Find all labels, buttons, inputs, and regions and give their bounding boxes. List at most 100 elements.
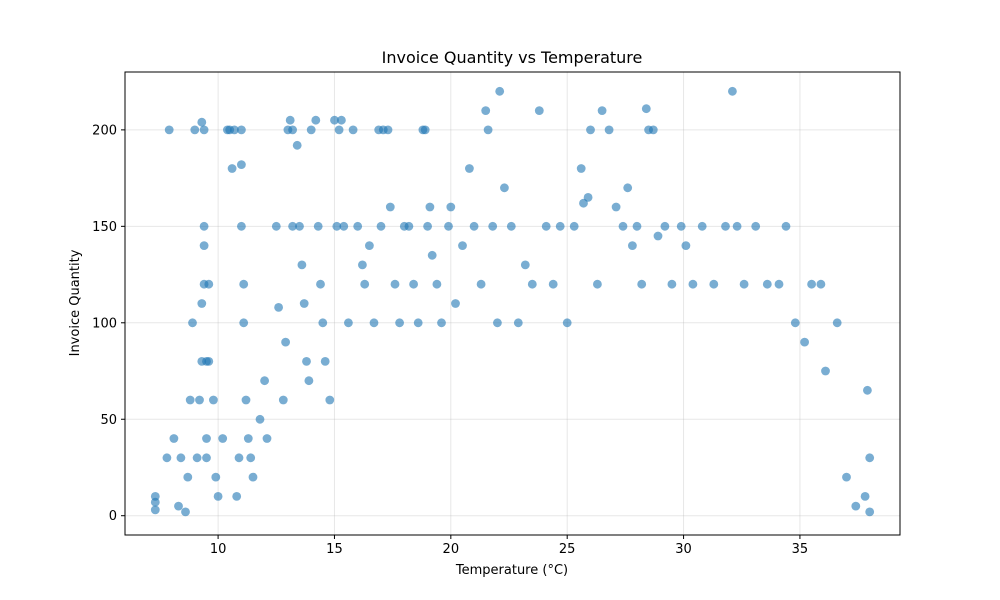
data-point [150, 492, 160, 501]
data-point [513, 318, 523, 328]
data-point [395, 318, 404, 328]
data-point [348, 125, 358, 135]
data-point [774, 279, 784, 289]
data-point [311, 115, 321, 125]
data-point [488, 221, 498, 231]
data-point [739, 279, 749, 289]
data-point [863, 385, 872, 395]
data-point [199, 221, 209, 231]
data-point [285, 115, 295, 125]
data-point [199, 125, 209, 135]
data-point [762, 279, 772, 289]
data-point [325, 395, 335, 405]
data-point [302, 357, 311, 366]
data-point [865, 507, 875, 517]
data-point [295, 221, 304, 231]
data-point [246, 453, 256, 463]
plot-frame [124, 71, 901, 536]
data-point [209, 395, 218, 405]
data-point [190, 125, 200, 135]
data-point [444, 221, 453, 231]
data-point [197, 117, 207, 127]
data-point [288, 221, 297, 231]
data-point [483, 125, 493, 135]
data-point [150, 505, 160, 515]
data-point [299, 299, 309, 308]
data-point [851, 501, 861, 511]
data-point [227, 164, 237, 173]
data-point [304, 376, 314, 386]
data-point [237, 221, 246, 231]
y-axis-label: Invoice Quantity [68, 249, 83, 356]
data-point [204, 279, 214, 289]
data-point [248, 472, 258, 482]
data-point [681, 241, 691, 251]
data-point [202, 434, 211, 443]
data-point [213, 492, 223, 501]
data-point [365, 241, 374, 251]
data-point [234, 453, 244, 463]
data-point [637, 279, 647, 289]
data-point [688, 279, 698, 289]
data-point [816, 279, 826, 289]
chart-title: Invoice Quantity vs Temperature [382, 48, 643, 67]
data-point [709, 279, 719, 289]
data-point [192, 453, 202, 463]
x-tick-label: 20 [443, 542, 460, 557]
y-tick-label: 150 [92, 220, 117, 235]
data-point [239, 279, 249, 289]
data-point [569, 221, 579, 231]
data-point [527, 279, 537, 289]
data-point [432, 279, 442, 289]
data-point [751, 221, 761, 231]
data-point [583, 193, 593, 202]
data-point [316, 279, 325, 289]
data-point [230, 125, 239, 135]
data-point [667, 279, 677, 289]
data-point [376, 221, 386, 231]
data-point [865, 453, 875, 463]
data-point [211, 472, 221, 482]
x-tick-label: 10 [210, 542, 227, 557]
data-point [427, 250, 437, 260]
data-point [232, 492, 242, 501]
data-point [306, 125, 316, 135]
y-tick-label: 0 [109, 509, 117, 524]
data-point [576, 164, 586, 173]
data-point [164, 125, 174, 135]
data-point [339, 221, 349, 231]
data-point [404, 221, 414, 231]
data-point [604, 125, 614, 135]
data-point [204, 357, 214, 366]
data-point [237, 125, 246, 135]
data-point [162, 453, 172, 463]
data-point [318, 318, 328, 328]
data-point [781, 221, 791, 231]
data-point [413, 318, 423, 328]
data-point [597, 106, 607, 115]
data-point [183, 472, 193, 482]
data-point [278, 395, 288, 405]
data-point [520, 260, 530, 270]
data-point [628, 241, 637, 251]
data-point [390, 279, 400, 289]
data-point [425, 202, 435, 212]
data-point [697, 221, 707, 231]
y-tick-label: 100 [92, 316, 117, 331]
data-point [334, 125, 344, 135]
data-point [469, 221, 479, 231]
data-point [632, 221, 642, 231]
data-point [842, 472, 851, 482]
data-point [297, 260, 307, 270]
data-point [500, 183, 509, 193]
data-point [437, 318, 446, 328]
data-point [197, 299, 207, 308]
y-axis-ticks: 0 50 100 150 200 [92, 123, 125, 524]
data-point [360, 279, 370, 289]
data-point [320, 357, 330, 366]
data-point [548, 279, 558, 289]
data-point [369, 318, 379, 328]
data-point [790, 318, 800, 328]
data-point [458, 241, 467, 251]
